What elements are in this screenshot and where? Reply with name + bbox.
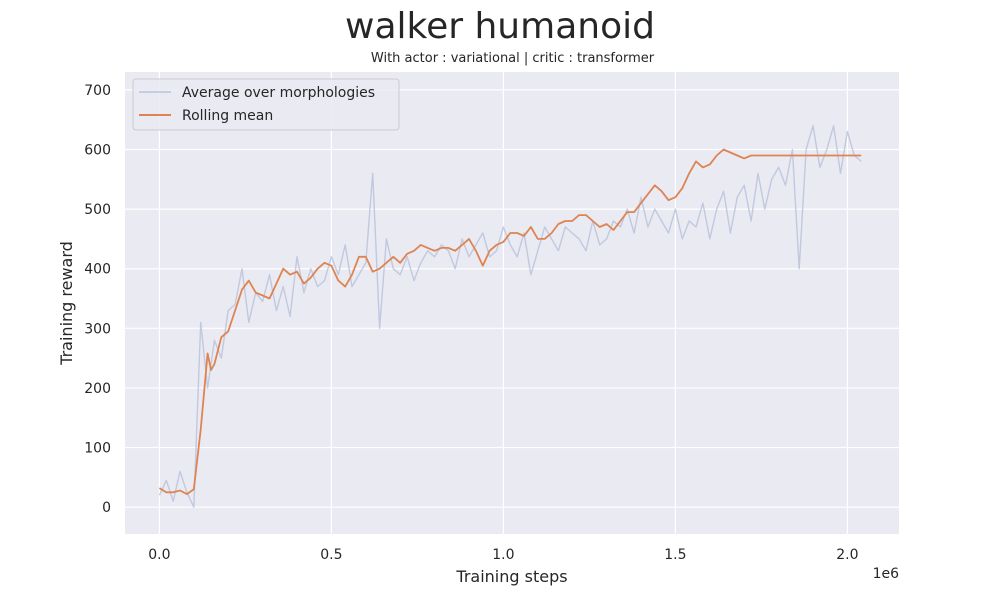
y-tick-label: 400 xyxy=(84,262,111,278)
tick-labels: 0.0 0.5 1.0 1.5 2.0 0 100 200 300 400 500 600 700 xyxy=(84,83,858,563)
x-tick-label: 1.0 xyxy=(492,547,514,563)
legend-label-average: Average over morphologies xyxy=(182,85,375,101)
x-tick-label: 0.0 xyxy=(148,547,170,563)
x-tick-label: 2.0 xyxy=(836,547,858,563)
series-layer xyxy=(158,125,862,508)
legend-box xyxy=(132,78,400,131)
y-tick-label: 700 xyxy=(84,83,111,99)
grid-lines xyxy=(125,72,899,534)
y-tick-label: 0 xyxy=(102,500,111,516)
x-tick-label: 1.5 xyxy=(664,547,686,563)
y-tick-label: 100 xyxy=(84,441,111,457)
series-line-rolling xyxy=(158,148,862,495)
x-axis-label: Training steps xyxy=(455,567,567,586)
y-tick-label: 500 xyxy=(84,202,111,218)
y-tick-label: 200 xyxy=(84,381,111,397)
y-tick-label: 300 xyxy=(84,321,111,337)
chart-title: walker humanoid xyxy=(345,6,655,47)
legend-label-rolling: Rolling mean xyxy=(182,108,273,124)
legend: Average over morphologies Rolling mean xyxy=(132,78,400,131)
chart-subtitle: With actor : variational | critic : tran… xyxy=(370,51,655,66)
plot-area xyxy=(125,72,899,534)
y-tick-label: 600 xyxy=(84,142,111,158)
y-axis-label: Training reward xyxy=(57,241,76,366)
series-line-average xyxy=(158,125,862,508)
x-axis-offset-label: 1e6 xyxy=(873,566,900,582)
x-tick-label: 0.5 xyxy=(320,547,342,563)
